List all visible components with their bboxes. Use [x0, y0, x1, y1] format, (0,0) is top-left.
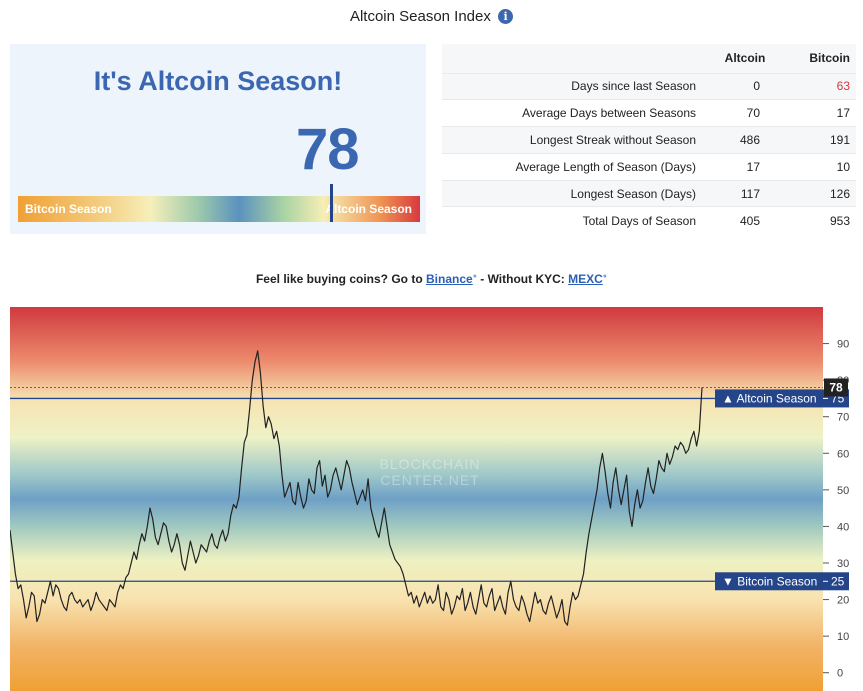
threshold-value-label: 25	[831, 574, 845, 588]
index-value: 78	[296, 117, 360, 182]
season-gauge: Bitcoin Season Altcoin Season	[18, 184, 420, 222]
gauge-bitcoin-season-label: Bitcoin Season	[25, 202, 112, 216]
promo-line: Feel like buying coins? Go to Binance● -…	[0, 272, 863, 286]
threshold-label: ▲ Altcoin Season	[722, 391, 817, 405]
stats-row-label: Longest Streak without Season	[442, 126, 712, 154]
stats-row: Days since last Season 0 63	[442, 72, 856, 100]
y-tick-label: 50	[837, 485, 849, 497]
threshold-lines: ▲ Altcoin Season 75▼ Bitcoin Season 25	[10, 389, 849, 591]
stats-row-altcoin: 0	[712, 72, 784, 100]
page-title-text: Altcoin Season Index	[349, 8, 491, 25]
altcoin-index-line	[9, 350, 703, 626]
stats-row-label: Average Length of Season (Days)	[442, 152, 712, 181]
mexc-link[interactable]: MEXC	[568, 272, 603, 286]
stats-header-label	[442, 44, 712, 73]
external-link-icon: ●	[472, 273, 477, 280]
stats-row-label: Days since last Season	[442, 72, 712, 100]
stats-row-bitcoin: 10	[784, 152, 856, 181]
stats-row: Longest Season (Days) 117 126	[442, 179, 856, 207]
y-tick-label: 10	[837, 631, 849, 643]
current-value-marker: 78	[10, 378, 848, 397]
season-panel: It's Altcoin Season! 78 Bitcoin Season A…	[10, 44, 426, 234]
chart-plot-background	[10, 307, 823, 691]
y-tick-label: 20	[837, 595, 849, 607]
promo-middle: - Without KYC:	[476, 272, 569, 286]
stats-row-altcoin: 17	[712, 152, 784, 181]
season-headline: It's Altcoin Season!	[93, 66, 343, 96]
external-link-icon: ●	[602, 273, 608, 280]
stats-header-altcoin: Altcoin	[724, 51, 766, 66]
current-value-label: 78	[829, 380, 843, 394]
stats-row: Average Length of Season (Days) 17 10	[442, 152, 856, 181]
current-value-box	[824, 378, 848, 397]
stats-row-bitcoin: 63	[784, 72, 856, 100]
y-tick-label: 90	[837, 339, 849, 351]
stats-row-bitcoin: 191	[784, 126, 856, 154]
stats-row-bitcoin: 953	[784, 206, 856, 234]
y-tick-label: 70	[837, 412, 849, 424]
stats-row: Average Days between Seasons 70 17	[442, 99, 856, 127]
stats-row-altcoin: 70	[712, 99, 784, 127]
stats-header-bitcoin: Bitcoin	[809, 51, 850, 66]
stats-header-row: Altcoin Bitcoin	[442, 44, 856, 73]
stats-row-altcoin: 117	[712, 179, 784, 207]
stats-row-bitcoin: 126	[784, 179, 856, 207]
season-stats-table: Altcoin Bitcoin Days since last Season 0…	[442, 44, 856, 234]
gauge-marker	[330, 184, 334, 222]
page-title: Altcoin Season Index i	[0, 8, 863, 25]
watermark-line-1: BLOCKCHAIN	[379, 456, 480, 472]
y-tick-label: 60	[837, 448, 849, 460]
altcoin-season-chart: 0102030405060708090 ▲ Altcoin Season75▼ …	[9, 307, 860, 691]
watermark-line-2: CENTER.NET	[380, 472, 479, 488]
stats-row-label: Longest Season (Days)	[442, 179, 712, 207]
info-icon[interactable]: i	[498, 9, 514, 24]
y-tick-label: 30	[837, 558, 849, 570]
promo-prefix: Feel like buying coins? Go to	[255, 272, 426, 286]
stats-row-label: Average Days between Seasons	[442, 99, 712, 127]
stats-row-label: Total Days of Season	[442, 206, 712, 234]
binance-link[interactable]: Binance	[426, 272, 473, 286]
stats-row: Total Days of Season 405 953	[442, 206, 856, 234]
stats-row: Longest Streak without Season 486 191	[442, 126, 856, 154]
y-tick-label: 40	[837, 521, 849, 533]
threshold-label: ▼ Bitcoin Season	[722, 574, 817, 588]
stats-row-bitcoin: 17	[784, 99, 856, 127]
stats-row-altcoin: 405	[712, 206, 784, 234]
gauge-altcoin-season-label: Altcoin Season	[325, 202, 412, 216]
threshold-label-box	[715, 572, 849, 591]
y-tick-label: 0	[837, 668, 843, 680]
stats-row-altcoin: 486	[712, 126, 784, 154]
chart-svg: 0102030405060708090 ▲ Altcoin Season75▼ …	[9, 307, 849, 691]
threshold-label-box	[715, 389, 849, 408]
